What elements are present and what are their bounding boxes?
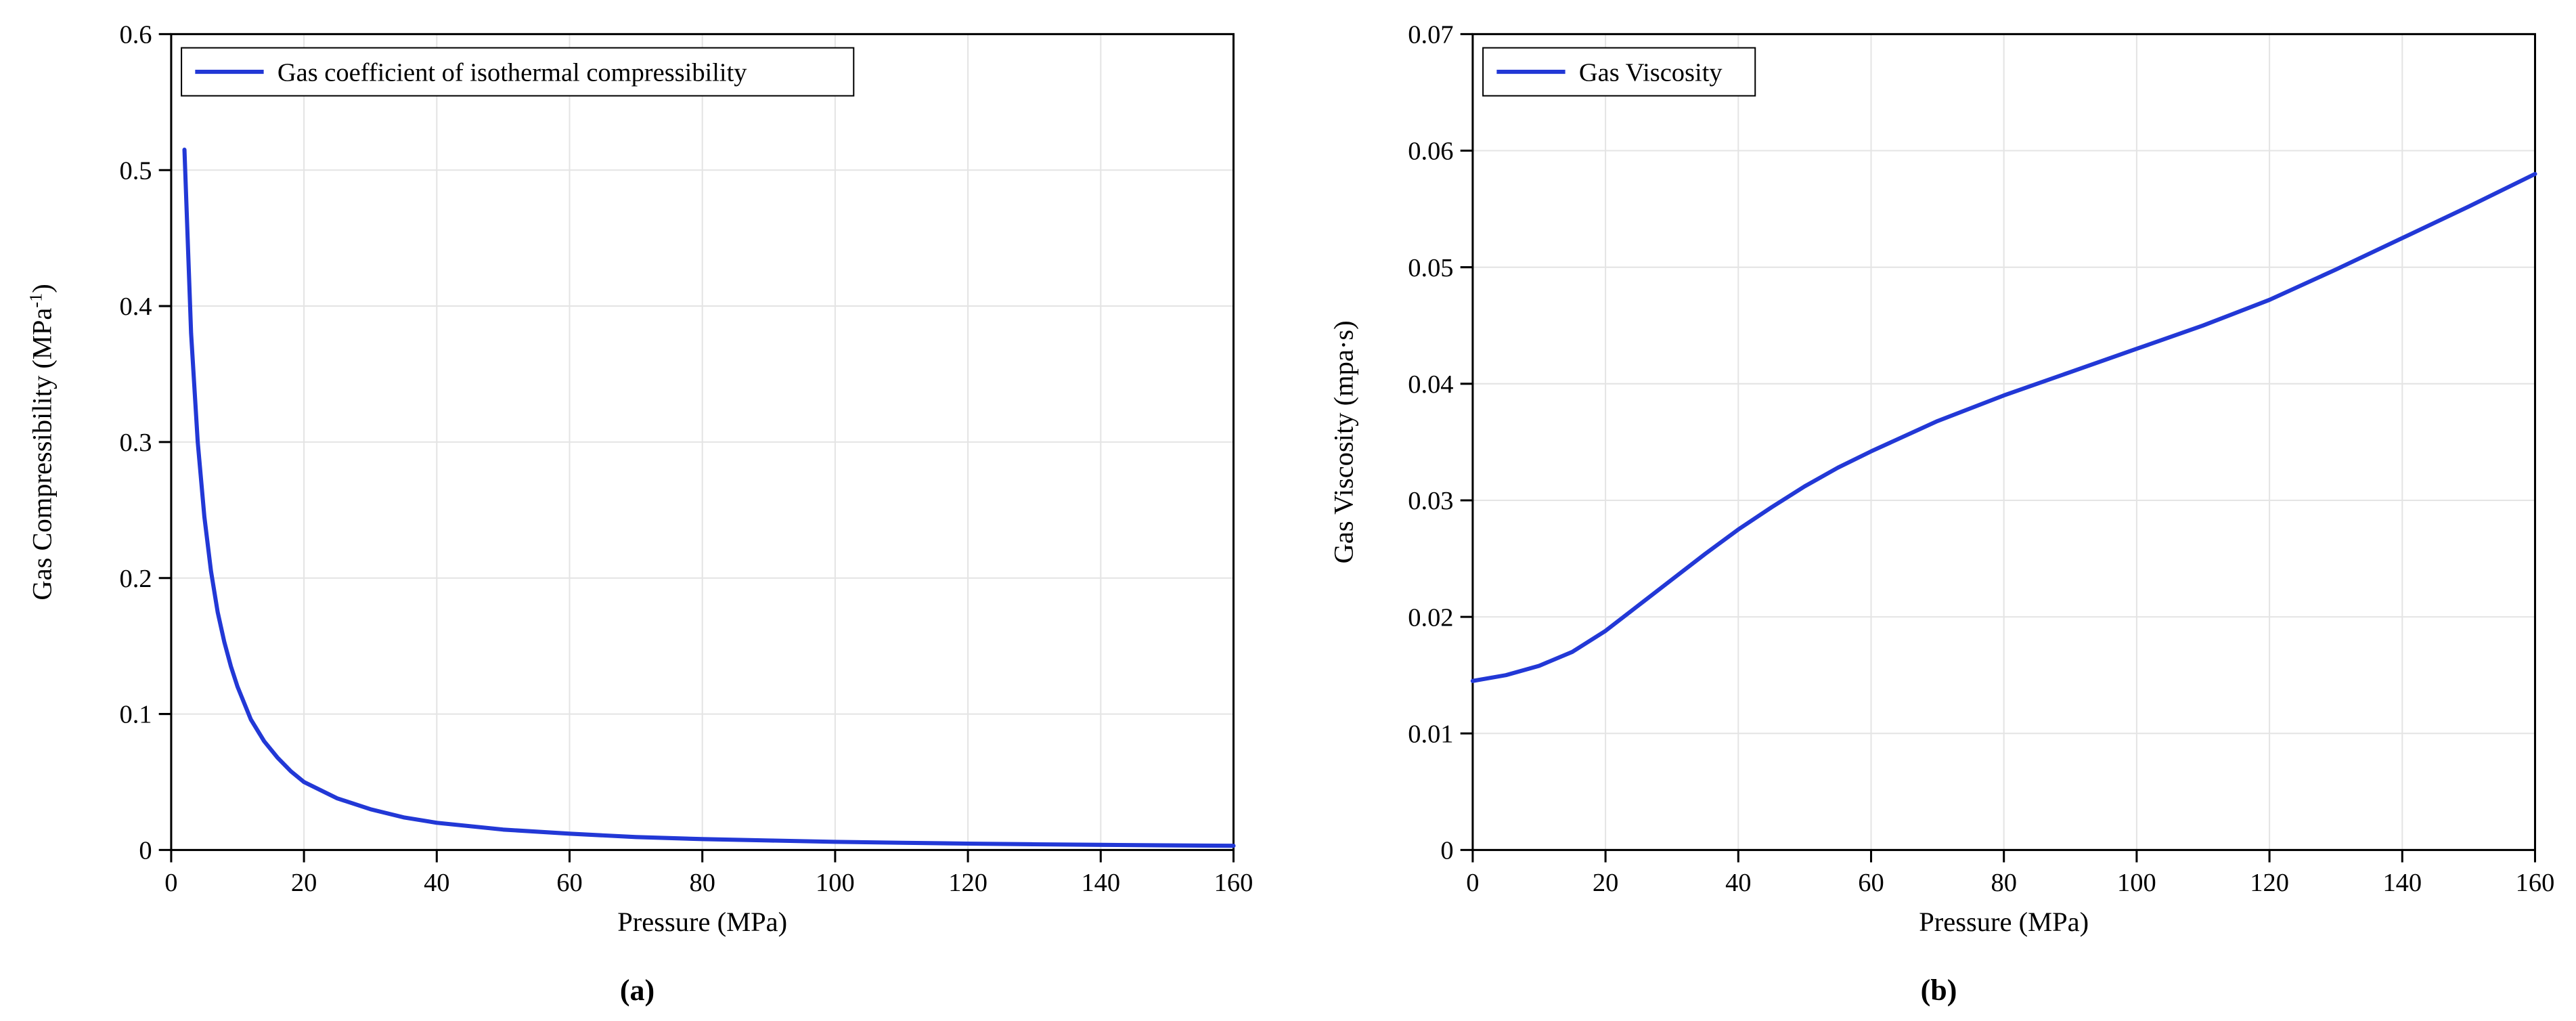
caption-a: (a) — [620, 973, 654, 1007]
svg-text:0: 0 — [1466, 869, 1479, 897]
svg-text:0.6: 0.6 — [119, 21, 152, 49]
svg-text:0.5: 0.5 — [119, 156, 152, 185]
svg-text:140: 140 — [1081, 869, 1120, 897]
svg-text:0.1: 0.1 — [119, 701, 152, 729]
svg-text:0.03: 0.03 — [1408, 487, 1453, 515]
svg-text:80: 80 — [689, 869, 715, 897]
svg-text:0: 0 — [139, 837, 152, 865]
svg-text:Gas Viscosity (mpa·s): Gas Viscosity (mpa·s) — [1329, 320, 1359, 563]
svg-text:20: 20 — [1593, 869, 1618, 897]
svg-text:0.06: 0.06 — [1408, 137, 1453, 166]
svg-text:120: 120 — [2250, 869, 2289, 897]
svg-text:40: 40 — [424, 869, 449, 897]
chart-b: 0 20 40 60 80 100 120 140 160 0 0.01 0.02 0.03 0.04 0.… — [1315, 14, 2562, 959]
svg-text:60: 60 — [1858, 869, 1884, 897]
svg-text:Gas Compressibility (MPa-1): Gas Compressibility (MPa-1) — [26, 284, 58, 600]
svg-text:Gas Viscosity: Gas Viscosity — [1579, 59, 1723, 87]
svg-text:0: 0 — [164, 869, 177, 897]
svg-text:0.4: 0.4 — [119, 292, 152, 321]
svg-text:0: 0 — [1440, 837, 1453, 865]
svg-text:0.02: 0.02 — [1408, 603, 1453, 632]
figure-row: 0 20 40 60 80 100 120 140 160 0 0.1 0.2 0.3 0.4 0.5 0.6… — [14, 14, 2562, 1007]
panel-a: 0 20 40 60 80 100 120 140 160 0 0.1 0.2 0.3 0.4 0.5 0.6… — [14, 14, 1261, 1007]
svg-text:Gas coefficient of isothermal: Gas coefficient of isothermal compressib… — [277, 59, 747, 87]
svg-text:120: 120 — [948, 869, 987, 897]
svg-text:160: 160 — [1214, 869, 1253, 897]
chart-a: 0 20 40 60 80 100 120 140 160 0 0.1 0.2 0.3 0.4 0.5 0.6… — [14, 14, 1261, 959]
svg-text:40: 40 — [1725, 869, 1751, 897]
svg-text:100: 100 — [2117, 869, 2156, 897]
svg-text:Pressure (MPa): Pressure (MPa) — [1919, 907, 2089, 937]
svg-text:0.2: 0.2 — [119, 565, 152, 593]
svg-text:60: 60 — [556, 869, 582, 897]
svg-text:Pressure (MPa): Pressure (MPa) — [617, 907, 787, 937]
svg-text:100: 100 — [816, 869, 855, 897]
caption-b: (b) — [1921, 973, 1957, 1007]
svg-text:0.04: 0.04 — [1408, 370, 1453, 399]
svg-text:20: 20 — [291, 869, 317, 897]
svg-text:160: 160 — [2516, 869, 2555, 897]
svg-text:140: 140 — [2382, 869, 2422, 897]
svg-text:0.05: 0.05 — [1408, 254, 1453, 282]
panel-b: 0 20 40 60 80 100 120 140 160 0 0.01 0.02 0.03 0.04 0.… — [1315, 14, 2562, 1007]
svg-text:0.07: 0.07 — [1408, 21, 1453, 49]
svg-text:0.3: 0.3 — [119, 429, 152, 457]
svg-text:0.01: 0.01 — [1408, 720, 1453, 748]
svg-text:80: 80 — [1991, 869, 2016, 897]
